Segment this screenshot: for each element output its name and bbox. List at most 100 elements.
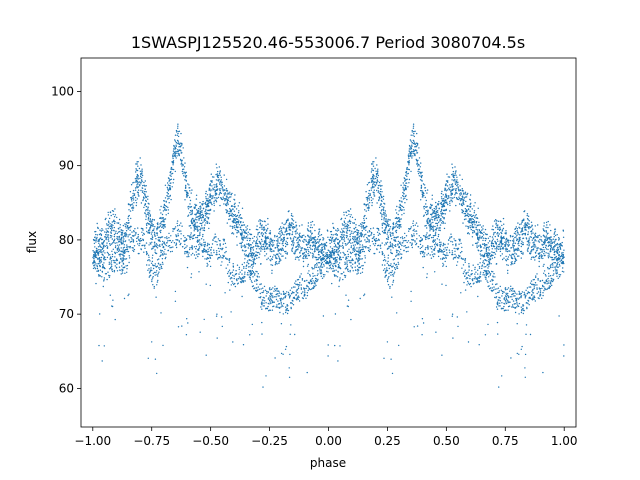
data-point [189, 190, 191, 192]
data-point [443, 198, 445, 200]
data-point [332, 266, 334, 268]
data-point [217, 238, 220, 240]
data-point [409, 242, 411, 244]
data-point [372, 173, 374, 176]
data-point [229, 218, 231, 220]
data-point [434, 242, 437, 244]
data-point [511, 253, 513, 256]
data-point [366, 196, 369, 199]
data-point [137, 193, 139, 195]
data-point [132, 206, 134, 209]
data-point [409, 139, 412, 141]
data-point [231, 280, 233, 283]
data-point [440, 211, 442, 213]
data-point [347, 224, 350, 227]
data-point [526, 302, 528, 304]
data-point [324, 274, 326, 276]
data-point [264, 228, 266, 231]
data-point [445, 257, 447, 259]
data-point [483, 243, 485, 245]
data-point [489, 235, 491, 238]
data-point [147, 223, 150, 225]
data-point [509, 236, 512, 238]
data-point [238, 266, 241, 269]
data-point [476, 245, 478, 247]
data-point [126, 268, 128, 270]
data-point [395, 225, 397, 227]
data-point [284, 257, 287, 259]
data-point [433, 244, 436, 246]
data-point [108, 240, 110, 242]
data-point [495, 220, 498, 222]
data-point [114, 256, 116, 258]
data-point [495, 219, 497, 221]
data-point [195, 216, 197, 218]
data-point [398, 217, 400, 219]
data-point [107, 234, 110, 236]
data-point [294, 258, 297, 260]
data-point [543, 253, 545, 255]
data-point [270, 293, 272, 295]
data-point [350, 214, 352, 216]
data-point [305, 287, 307, 290]
data-point [261, 291, 263, 294]
data-point [458, 203, 461, 205]
data-point [126, 250, 128, 253]
data-point [291, 219, 294, 221]
data-point [414, 154, 416, 157]
data-point [467, 208, 470, 211]
data-point [481, 267, 483, 270]
data-point [201, 227, 203, 229]
data-point [233, 283, 235, 286]
data-point [285, 311, 287, 314]
data-point [128, 246, 130, 248]
data-point [534, 284, 536, 286]
data-point [166, 186, 168, 189]
data-point [180, 238, 182, 240]
data-point [300, 250, 302, 252]
data-point [153, 287, 155, 289]
data-point [144, 193, 146, 195]
data-point [149, 214, 152, 216]
data-point [245, 226, 247, 228]
data-point [545, 248, 548, 250]
data-point [170, 246, 172, 249]
data-point [275, 257, 277, 259]
data-point [394, 236, 396, 239]
data-point [555, 265, 558, 267]
data-point [494, 253, 497, 255]
data-point [159, 268, 161, 271]
data-point [114, 214, 117, 216]
data-point [554, 234, 557, 237]
data-point [175, 239, 177, 241]
data-point [385, 260, 387, 262]
data-point [367, 182, 370, 184]
data-point [405, 251, 408, 253]
data-point [398, 206, 401, 209]
data-point [410, 234, 413, 236]
data-point [391, 271, 393, 274]
data-point [109, 234, 112, 237]
data-point [247, 234, 249, 236]
data-point [304, 248, 307, 251]
data-point [387, 236, 390, 239]
data-point [348, 241, 351, 243]
data-point [284, 292, 287, 295]
data-point [509, 296, 512, 298]
data-point [150, 262, 153, 264]
data-point [468, 233, 470, 235]
data-point [219, 204, 221, 207]
data-point [136, 198, 138, 200]
data-point [543, 263, 545, 266]
data-point [410, 155, 412, 158]
data-point [479, 235, 481, 237]
data-point [299, 282, 301, 284]
data-point [348, 220, 351, 223]
data-point [177, 233, 179, 235]
data-point [282, 244, 284, 247]
data-point [237, 221, 239, 223]
data-point [471, 270, 473, 272]
data-point [239, 214, 242, 216]
data-point [495, 223, 497, 225]
data-point [492, 229, 495, 231]
